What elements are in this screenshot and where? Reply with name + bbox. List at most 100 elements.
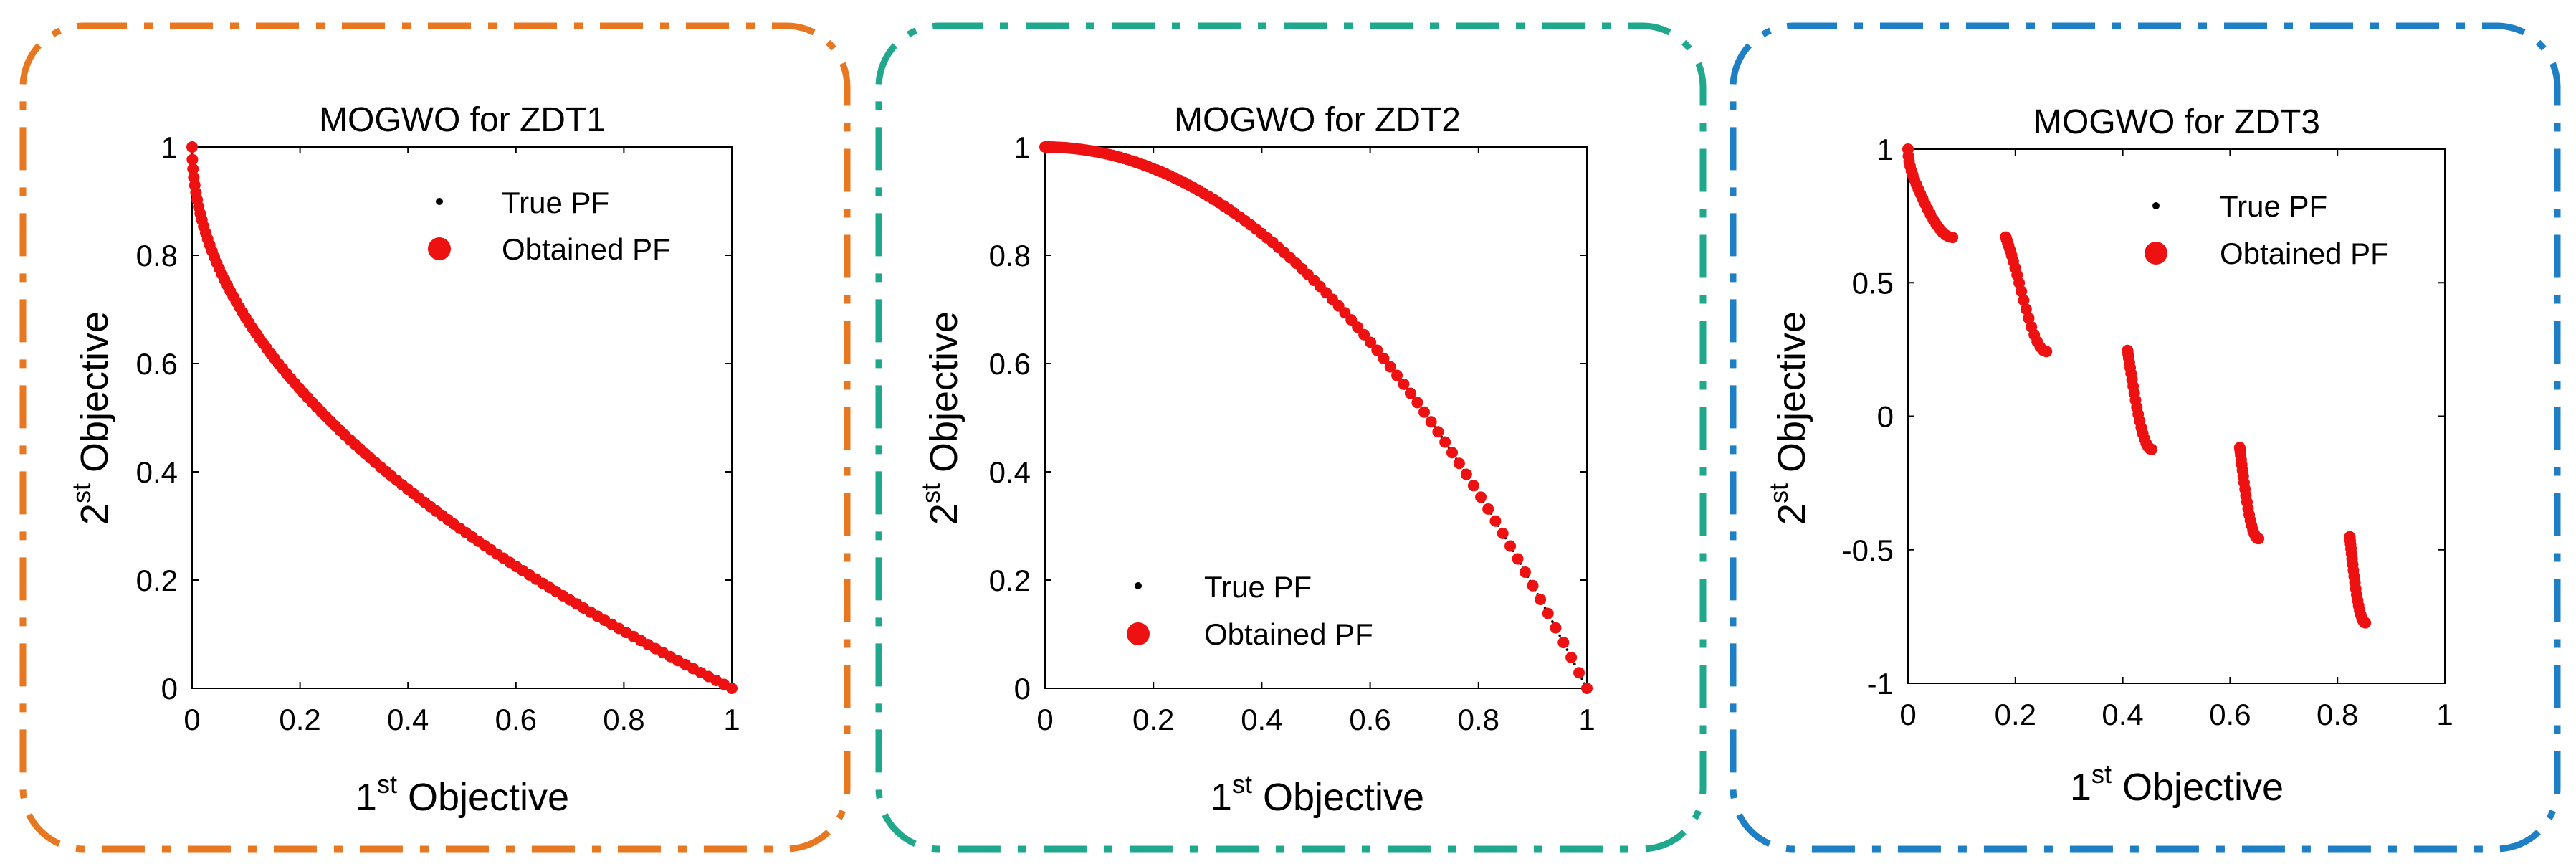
panel-zdt2: MOGWO for ZDT2 0 0.2 0.4 0.6 0.8 1 0 0.2 0.4 0.6…: [875, 22, 1707, 853]
obtained-pf-point: [1535, 593, 1547, 605]
obtained-pf-point: [1557, 637, 1570, 649]
obtained-pf-point: [2020, 303, 2032, 315]
obtained-pf-point: [1418, 406, 1431, 418]
obtained-pf-point: [1425, 416, 1437, 428]
plot-area: [1044, 146, 1588, 689]
x-tick-label: 0.2: [1132, 703, 1174, 736]
obtained-pf-point: [1460, 468, 1472, 480]
legend-obtained-pf-marker: [1127, 622, 1150, 645]
x-tick-label: 0.6: [495, 703, 537, 736]
obtained-pf-point: [1384, 361, 1396, 373]
true-pf-point: [1551, 620, 1554, 623]
x-tick-label: 0: [1036, 703, 1053, 736]
obtained-pf-point: [726, 683, 738, 694]
panel-frame: [875, 22, 1707, 853]
obtained-pf-point: [187, 163, 199, 175]
y-axis-label: 2st Objective: [67, 311, 116, 525]
true-pf-point: [1558, 634, 1561, 637]
x-axis-ticks: 0 0.2 0.4 0.6 0.8 1: [1899, 149, 2453, 731]
obtained-pf-point: [1411, 397, 1423, 409]
true-pf-point: [1565, 648, 1569, 651]
obtained-pf-series: [186, 141, 738, 694]
x-tick-label: 0: [183, 703, 200, 736]
x-axis-label: 1st Objective: [2070, 759, 2284, 809]
y-tick-label: 1: [1014, 130, 1031, 164]
y-tick-label: 0: [1014, 672, 1031, 706]
y-axis-label: 2st Objective: [1764, 311, 1813, 525]
obtained-pf-point: [186, 141, 198, 153]
legend: True PF Obtained PF: [1127, 570, 1373, 651]
obtained-pf-point: [1497, 527, 1509, 539]
panel-zdt1: MOGWO for ZDT1 0 0.2 0.4 0.6 0.8 1 0 0.2 0.4 0.6…: [19, 22, 851, 853]
x-tick-label: 1: [1578, 703, 1595, 736]
legend-true-pf-marker: [1135, 582, 1142, 589]
obtained-pf-point: [1352, 321, 1364, 333]
y-tick-label: 0.2: [989, 564, 1031, 597]
obtained-pf-point: [1565, 651, 1578, 663]
x-tick-label: 0.8: [2317, 698, 2358, 731]
x-axis-label: 1st Objective: [1211, 769, 1424, 819]
y-tick-label: 0.6: [136, 347, 178, 381]
obtained-pf-point: [1398, 378, 1410, 390]
obtained-pf-point: [1489, 515, 1502, 527]
obtained-pf-series: [1039, 141, 1593, 694]
x-tick-label: 1: [723, 703, 740, 736]
y-tick-label: 1: [161, 130, 178, 164]
obtained-pf-point: [2253, 533, 2265, 545]
obtained-pf-point: [2023, 312, 2035, 324]
obtained-pf-point: [2146, 443, 2158, 455]
obtained-pf-point: [1947, 232, 1959, 244]
obtained-pf-point: [1467, 480, 1479, 492]
y-tick-label: 0.4: [136, 455, 178, 489]
obtained-pf-point: [1358, 328, 1370, 341]
obtained-pf-point: [1439, 436, 1451, 448]
x-tick-label: 0.8: [603, 703, 644, 736]
panel-zdt3: MOGWO for ZDT3 0 0.2 0.4 0.6 0.8 1 -1 -0.5 0 0.5…: [1730, 22, 2561, 853]
obtained-pf-point: [2016, 285, 2028, 298]
legend-obtained-pf-marker: [2145, 242, 2167, 265]
y-axis-ticks: 0 0.2 0.4 0.6 0.8 1: [989, 130, 1587, 706]
y-axis-label: 2st Objective: [916, 311, 965, 525]
obtained-pf-point: [1573, 667, 1585, 679]
y-tick-label: 0.8: [136, 239, 178, 272]
plot-area: [191, 146, 733, 689]
true-pf-series: [191, 146, 733, 690]
y-tick-label: 0: [1877, 400, 1894, 434]
obtained-pf-point: [1378, 352, 1390, 364]
x-tick-label: 0: [1899, 698, 1916, 731]
x-tick-label: 0.2: [1995, 698, 2036, 731]
legend-true-pf-marker: [2152, 202, 2160, 209]
chart-title: MOGWO for ZDT2: [1174, 101, 1461, 139]
x-tick-label: 1: [2436, 698, 2453, 731]
y-tick-label: -0.5: [1842, 533, 1894, 567]
obtained-pf-point: [1432, 426, 1444, 438]
obtained-pf-point: [1550, 622, 1562, 634]
y-tick-label: 0.5: [1852, 266, 1894, 300]
obtained-pf-point: [186, 153, 199, 166]
legend-obtained-pf-label: Obtained PF: [2220, 237, 2389, 270]
y-tick-label: 0.2: [136, 564, 178, 597]
y-tick-label: 1: [1877, 133, 1894, 166]
obtained-pf-point: [2360, 617, 2372, 629]
y-axis-ticks: -1 -0.5 0 0.5 1: [1842, 133, 2445, 701]
legend-obtained-pf-marker: [428, 237, 451, 260]
obtained-pf-point: [1527, 579, 1539, 592]
y-tick-label: 0.8: [989, 239, 1031, 272]
x-tick-label: 0.4: [2102, 698, 2143, 731]
chart-title: MOGWO for ZDT1: [319, 101, 606, 139]
legend: True PF Obtained PF: [428, 186, 671, 266]
x-tick-label: 0.4: [387, 703, 429, 736]
y-tick-label: 0: [161, 672, 178, 706]
y-tick-label: 0.6: [989, 347, 1031, 381]
x-tick-label: 0.2: [279, 703, 320, 736]
obtained-pf-point: [1404, 387, 1416, 399]
x-tick-label: 0.6: [2209, 698, 2251, 731]
obtained-pf-point: [1519, 566, 1531, 578]
obtained-pf-point: [1371, 344, 1383, 356]
legend-obtained-pf-label: Obtained PF: [502, 232, 671, 266]
x-axis-ticks: 0 0.2 0.4 0.6 0.8 1: [1036, 147, 1595, 736]
obtained-pf-point: [2041, 346, 2053, 358]
legend-true-pf-marker: [436, 198, 443, 205]
obtained-pf-point: [1446, 447, 1459, 459]
